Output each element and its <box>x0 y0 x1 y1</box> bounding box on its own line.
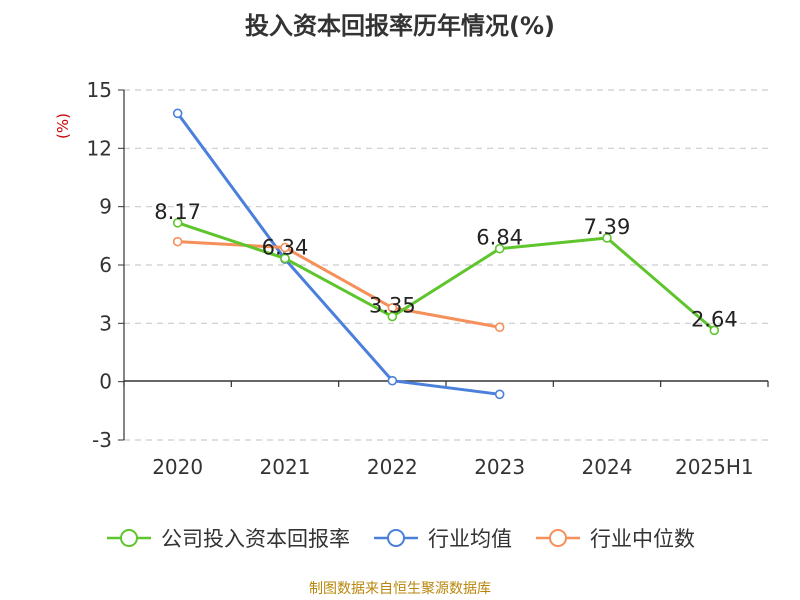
series-line <box>176 221 716 332</box>
data-label: 6.34 <box>262 235 309 259</box>
y-tick-label: 9 <box>99 195 112 219</box>
x-tick-label: 2024 <box>582 455 633 479</box>
legend-label: 行业均值 <box>428 527 512 551</box>
legend-marker <box>120 529 138 547</box>
data-label-layer: 8.17 6.34 3.35 6.84 7.39 2.64 <box>154 200 737 332</box>
data-point <box>172 108 183 119</box>
legend-marker <box>549 529 567 547</box>
source-note: 制图数据来自恒生聚源数据库 <box>309 581 491 597</box>
x-tick-label: 2020 <box>152 455 203 479</box>
data-point <box>387 375 398 386</box>
legend-swatch-icon <box>107 529 151 547</box>
x-tick-label: 2023 <box>474 455 525 479</box>
y-tick-label: 6 <box>99 253 112 277</box>
y-axis-label: (%) <box>54 113 72 139</box>
data-label: 2.64 <box>691 307 738 331</box>
x-tick-label: 2021 <box>260 455 311 479</box>
y-tick-label: 3 <box>99 311 112 335</box>
legend: 公司投入资本回报率 行业均值 行业中位数 <box>0 518 800 558</box>
data-point <box>602 233 612 243</box>
legend-marker <box>387 529 405 547</box>
series-line <box>176 111 502 396</box>
series-line <box>176 240 502 329</box>
data-point <box>494 322 505 333</box>
y-tick-label: 15 <box>87 78 112 102</box>
series-layer <box>172 108 720 400</box>
data-point <box>494 389 505 400</box>
data-label: 6.84 <box>476 226 523 250</box>
axis-layer: -3 0 3 6 9 12 15 (%) 2020 2021 2022 2023 2024 2025H1 <box>54 78 769 479</box>
data-label: 7.39 <box>584 215 631 239</box>
chart-title: 投入资本回报率历年情况(%) <box>245 12 555 40</box>
legend-item[interactable]: 公司投入资本回报率 <box>105 523 350 553</box>
data-point <box>280 242 290 253</box>
data-point <box>709 325 720 336</box>
data-label: 8.17 <box>154 200 201 224</box>
data-label: 3.35 <box>369 294 416 318</box>
legend-label: 公司投入资本回报率 <box>161 527 350 551</box>
data-point <box>387 311 398 322</box>
y-tick-label: -3 <box>92 428 112 452</box>
data-point <box>172 236 183 247</box>
data-point <box>280 253 290 264</box>
legend-swatch-icon <box>374 529 418 547</box>
legend-item[interactable]: 行业均值 <box>372 523 512 553</box>
data-point <box>494 243 505 254</box>
grid-layer <box>124 89 768 441</box>
x-tick-label: 2022 <box>367 455 418 479</box>
y-tick-label: 12 <box>87 136 112 160</box>
data-point <box>172 218 183 228</box>
y-tick-label: 0 <box>99 370 112 394</box>
legend-label: 行业中位数 <box>590 527 695 551</box>
legend-item[interactable]: 行业中位数 <box>534 523 695 553</box>
legend-swatch-icon <box>536 529 580 547</box>
x-tick-label: 2025H1 <box>675 455 754 479</box>
